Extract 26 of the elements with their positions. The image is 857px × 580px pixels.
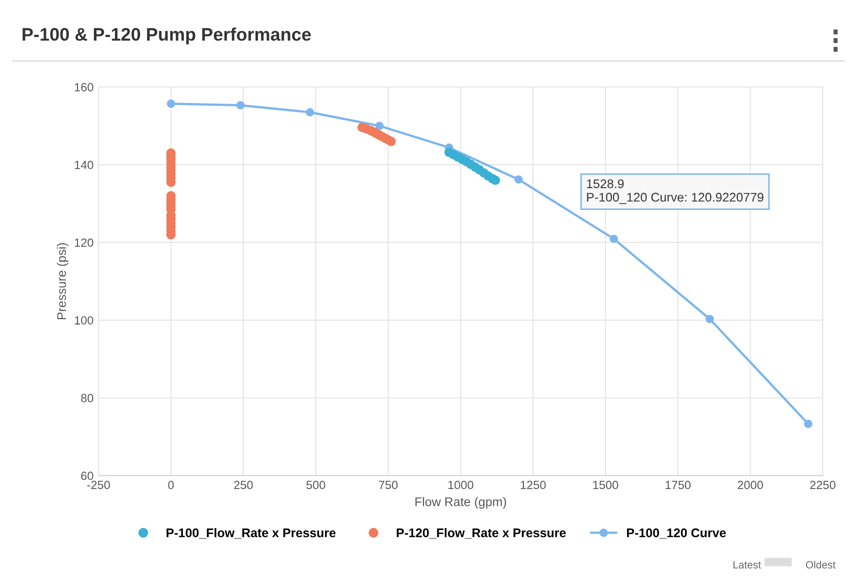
x-tick-label: 1750 xyxy=(666,480,691,490)
y-axis-title: Pressure (psi) xyxy=(56,243,68,320)
chart-title: P-100 & P-120 Pump Performance xyxy=(22,28,311,44)
x-tick-label: 1500 xyxy=(593,480,618,490)
y-tick-label: 140 xyxy=(74,160,94,170)
x-axis-title: Flow Rate (gpm) xyxy=(415,497,506,509)
y-tick-label: 100 xyxy=(74,316,94,325)
legend-label: P-120_Flow_Rate x Pressure xyxy=(396,528,566,539)
annotation: 1528.9 P-100_120 Curve: 120.9220779 xyxy=(587,179,764,204)
x-tick-label: -250 xyxy=(87,480,110,490)
y-tick-label: 60 xyxy=(81,472,94,480)
legend-label: P-100_120 Curve xyxy=(627,528,726,539)
y-tick-label: 120 xyxy=(74,238,94,247)
y-tick-label: 80 xyxy=(81,394,94,402)
x-tick-label: 2250 xyxy=(810,480,836,490)
x-tick-label: 1000 xyxy=(448,480,474,490)
text: Latest xyxy=(733,561,761,569)
legend-label: P-100_Flow_Rate x Pressure xyxy=(166,528,336,539)
x-tick-label: 500 xyxy=(306,480,326,490)
text: Oldest xyxy=(806,560,836,569)
x-tick-label: 1250 xyxy=(520,480,546,490)
x-tick-label: 2000 xyxy=(738,480,763,490)
y-tick-label: 160 xyxy=(74,83,94,92)
x-tick-label: 750 xyxy=(378,480,398,490)
x-tick-label: 0 xyxy=(168,480,174,490)
x-tick-label: 250 xyxy=(234,480,253,490)
